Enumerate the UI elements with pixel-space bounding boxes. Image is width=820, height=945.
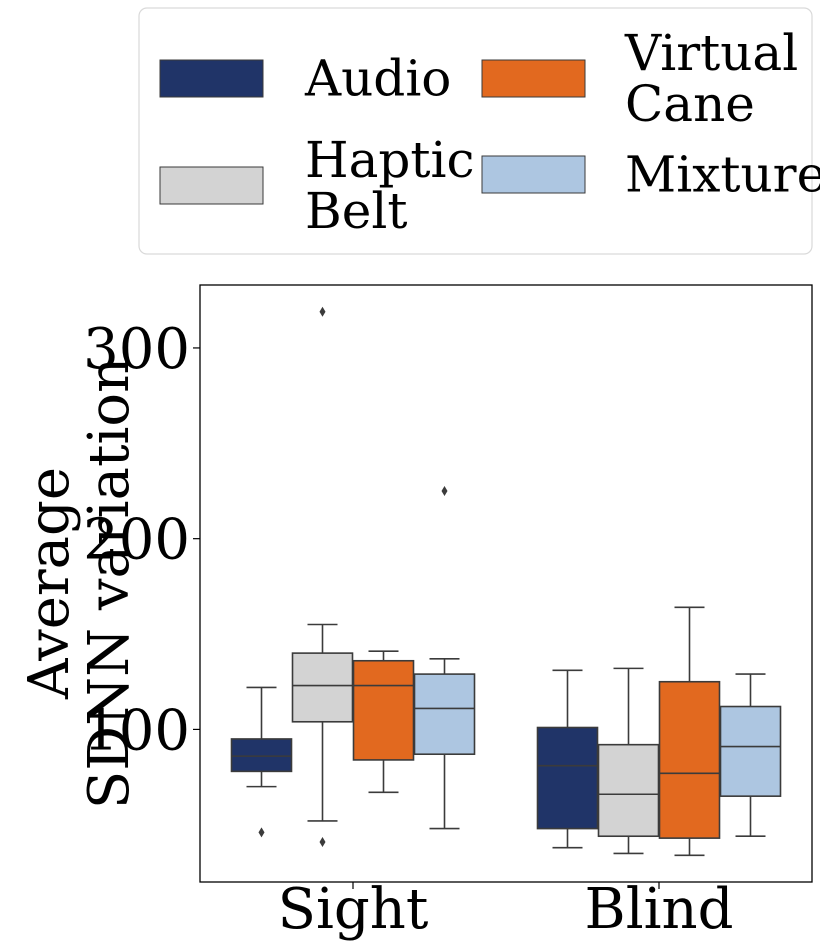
box-virtual-cane-sight (352, 659, 415, 761)
outlier-mixture-sight-0 (441, 485, 448, 496)
box-mixture-blind (719, 705, 782, 797)
legend-label-virtual-cane: Virtual (624, 24, 798, 82)
box-haptic-belt-blind (597, 743, 660, 838)
y-axis-label: Average (17, 467, 82, 700)
box-haptic-belt-sight (291, 652, 354, 723)
box-mixture-sight (413, 673, 476, 756)
box-virtual-cane-blind (658, 680, 721, 839)
y-tick-label-300: 300 (83, 317, 190, 382)
legend-swatch-virtual-cane (481, 59, 586, 98)
y-axis-label: SDNN variation (77, 357, 142, 809)
y-tick-label-200: 200 (83, 508, 190, 573)
x-tick-label-blind: Blind (585, 877, 734, 942)
box-audio-sight (230, 738, 293, 773)
legend-label-haptic-belt: Belt (305, 182, 407, 240)
plot-area (230, 306, 782, 857)
x-tick-label-sight: Sight (278, 877, 429, 942)
legend-swatch-haptic-belt (159, 166, 264, 205)
legend-frame (138, 7, 813, 255)
legend-swatch-mixture (481, 155, 586, 194)
outlier-haptic-belt-sight-1 (319, 306, 326, 317)
y-tick-label-100: 100 (83, 698, 190, 763)
legend-label-audio: Audio (304, 50, 451, 108)
outlier-audio-sight-0 (258, 827, 265, 838)
box-audio-blind (536, 726, 599, 830)
outlier-haptic-belt-sight-0 (319, 836, 326, 847)
legend-swatch-audio (159, 59, 264, 98)
legend-label-mixture: Mixture (625, 146, 820, 204)
plot-frame (199, 284, 813, 883)
legend-label-virtual-cane: Cane (625, 75, 755, 133)
legend-label-haptic-belt: Haptic (305, 131, 475, 189)
